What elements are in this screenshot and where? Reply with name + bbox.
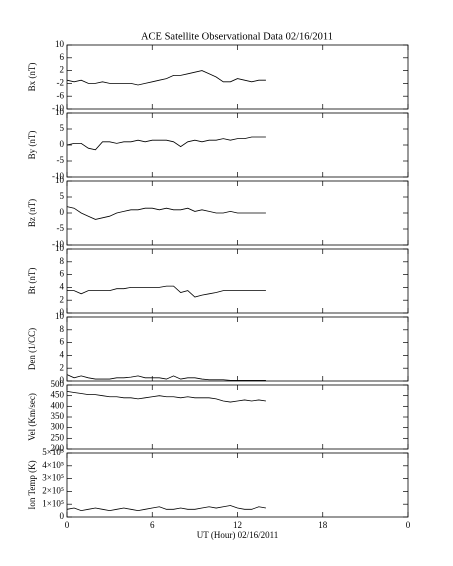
y-tick-label: 0 <box>60 307 65 317</box>
data-line <box>66 70 266 86</box>
y-tick-label: 1×10⁵ <box>42 498 64 508</box>
y-tick-label: 3×10⁵ <box>42 473 64 483</box>
y-tick-label: 350 <box>51 411 65 421</box>
y-tick-label: 2 <box>60 294 65 304</box>
y-axis-label: Ion Temp (K) <box>27 460 37 509</box>
y-tick-label: 10 <box>55 243 65 253</box>
y-tick-label: -2 <box>57 77 65 87</box>
y-tick-label: 500 <box>51 379 65 389</box>
x-tick-label: 0 <box>65 520 70 530</box>
y-tick-label: 250 <box>51 432 65 442</box>
x-axis-label: UT (Hour) 02/16/2011 <box>197 530 279 540</box>
panel-frame <box>66 44 409 110</box>
y-tick-label: 6 <box>60 52 65 62</box>
y-tick-label: 5 <box>60 123 65 133</box>
y-axis-label: Bz (nT) <box>27 199 37 227</box>
y-tick-label: 10 <box>55 39 65 49</box>
y-tick-label: -10 <box>52 239 64 249</box>
y-tick-label: 4 <box>60 281 65 291</box>
data-line <box>66 391 266 403</box>
y-tick-label: 450 <box>51 390 65 400</box>
y-tick-label: 2 <box>60 362 65 372</box>
y-tick-label: 5 <box>60 191 65 201</box>
data-line <box>66 374 266 381</box>
y-tick-label: 5×10⁵ <box>42 447 64 457</box>
y-tick-label: -10 <box>52 103 64 113</box>
data-line <box>66 206 266 220</box>
chart-title: ACE Satellite Observational Data 02/16/2… <box>141 31 333 42</box>
y-axis-label: Vel (Km/sec) <box>27 393 37 441</box>
y-tick-label: 0 <box>60 511 65 521</box>
x-tick-label: 12 <box>233 520 242 530</box>
y-tick-label: 6 <box>60 337 65 347</box>
y-tick-label: 2 <box>60 65 65 75</box>
y-tick-label: 10 <box>55 175 65 185</box>
x-tick-label: 0 <box>406 520 411 530</box>
y-tick-label: -10 <box>52 171 64 181</box>
y-tick-label: 10 <box>55 311 65 321</box>
y-tick-label: 200 <box>51 443 65 453</box>
y-tick-label: 10 <box>55 107 65 117</box>
y-tick-label: 8 <box>60 256 65 266</box>
panel-frame <box>66 316 409 382</box>
y-axis-label: Den (1/CC) <box>27 328 37 370</box>
y-tick-label: 0 <box>60 375 65 385</box>
y-tick-label: 2×10⁵ <box>42 485 64 495</box>
y-tick-label: 0 <box>60 207 65 217</box>
y-tick-label: 4×10⁵ <box>42 460 64 470</box>
y-tick-label: 300 <box>51 422 65 432</box>
data-line <box>66 505 266 512</box>
y-tick-label: 8 <box>60 324 65 334</box>
x-tick-label: 6 <box>150 520 155 530</box>
y-tick-label: 4 <box>60 349 65 359</box>
y-tick-label: -5 <box>57 223 65 233</box>
panel-frame <box>66 452 409 518</box>
data-line <box>66 136 266 151</box>
y-tick-label: 400 <box>51 400 65 410</box>
panel-frame <box>66 112 409 178</box>
y-tick-label: 6 <box>60 269 65 279</box>
x-tick-label: 18 <box>318 520 328 530</box>
data-line <box>67 285 266 298</box>
y-tick-label: -5 <box>57 155 65 165</box>
panel-frame <box>66 384 409 450</box>
y-tick-label: 0 <box>60 139 65 149</box>
y-axis-label: By (nT) <box>27 131 37 160</box>
y-tick-label: -6 <box>57 90 65 100</box>
y-axis-label: Bt (nT) <box>27 268 37 295</box>
y-axis-label: Bx (nT) <box>27 63 37 92</box>
panel-frame <box>66 248 409 314</box>
